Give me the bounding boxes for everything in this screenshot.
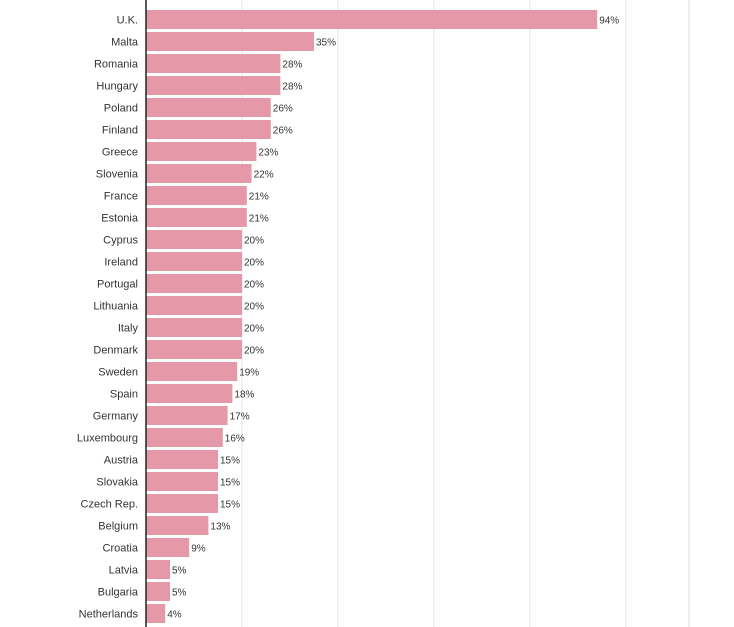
- bar-ireland: [146, 252, 242, 271]
- value-label-bulgaria: 5%: [172, 588, 187, 599]
- category-label-germany: Germany: [93, 411, 139, 423]
- bar-slovenia: [146, 164, 252, 183]
- category-label-ireland: Ireland: [104, 257, 138, 269]
- value-label-spain: 18%: [234, 390, 254, 401]
- value-label-malta: 35%: [316, 38, 336, 49]
- value-label-greece: 23%: [258, 148, 278, 159]
- category-label-slovenia: Slovenia: [96, 169, 139, 181]
- value-label-ireland: 20%: [244, 258, 264, 269]
- value-label-belgium: 13%: [210, 522, 230, 533]
- category-label-poland: Poland: [104, 103, 138, 115]
- value-label-cyprus: 20%: [244, 236, 264, 247]
- category-label-hungary: Hungary: [96, 81, 138, 93]
- category-label-estonia: Estonia: [101, 213, 139, 225]
- category-label-italy: Italy: [118, 323, 139, 335]
- category-label-luxembourg: Luxembourg: [77, 433, 138, 445]
- category-label-bulgaria: Bulgaria: [98, 587, 139, 599]
- bar-portugal: [146, 274, 242, 293]
- bar-spain: [146, 384, 233, 403]
- value-label-slovenia: 22%: [254, 170, 274, 181]
- category-labels: U.K. Malta Romania Hungary Poland Finland Gree…: [77, 15, 139, 621]
- bars: [146, 10, 598, 623]
- value-label-latvia: 5%: [172, 566, 187, 577]
- bar-luxembourg: [146, 428, 223, 447]
- category-label-u-k: U.K.: [117, 15, 138, 27]
- value-label-denmark: 20%: [244, 346, 264, 357]
- bar-netherlands: [146, 604, 166, 623]
- value-label-poland: 26%: [273, 104, 293, 115]
- category-label-greece: Greece: [102, 147, 138, 159]
- bar-denmark: [146, 340, 242, 359]
- bar-greece: [146, 142, 257, 161]
- category-label-cyprus: Cyprus: [103, 235, 138, 247]
- bar-germany: [146, 406, 228, 425]
- value-label-luxembourg: 16%: [225, 434, 245, 445]
- value-label-germany: 17%: [230, 412, 250, 423]
- category-label-belgium: Belgium: [98, 521, 138, 533]
- value-label-france: 21%: [249, 192, 269, 203]
- bar-hungary: [146, 76, 281, 95]
- value-label-croatia: 9%: [191, 544, 206, 555]
- value-label-austria: 15%: [220, 456, 240, 467]
- category-label-croatia: Croatia: [103, 543, 139, 555]
- value-labels: 94% 35% 28% 28% 26% 26% 23% 22% 21% 21% 20% 20% 20% 2…: [167, 16, 619, 621]
- bar-france: [146, 186, 247, 205]
- value-label-sweden: 19%: [239, 368, 259, 379]
- bar-italy: [146, 318, 242, 337]
- value-label-u-k: 94%: [599, 16, 619, 27]
- value-label-romania: 28%: [282, 60, 302, 71]
- value-label-hungary: 28%: [282, 82, 302, 93]
- bar-finland: [146, 120, 271, 139]
- bar-poland: [146, 98, 271, 117]
- category-label-sweden: Sweden: [98, 367, 138, 379]
- category-label-spain: Spain: [110, 389, 138, 401]
- bar-belgium: [146, 516, 209, 535]
- value-label-slovakia: 15%: [220, 478, 240, 489]
- bar-malta: [146, 32, 314, 51]
- bar-romania: [146, 54, 281, 73]
- category-label-slovakia: Slovakia: [96, 477, 138, 489]
- category-label-austria: Austria: [104, 455, 139, 467]
- category-label-lithuania: Lithuania: [93, 301, 139, 313]
- category-label-netherlands: Netherlands: [79, 609, 139, 621]
- value-label-czech-rep: 15%: [220, 500, 240, 511]
- category-label-portugal: Portugal: [97, 279, 138, 291]
- value-label-estonia: 21%: [249, 214, 269, 225]
- category-label-malta: Malta: [111, 37, 139, 49]
- category-label-france: France: [104, 191, 138, 203]
- category-label-denmark: Denmark: [93, 345, 138, 357]
- bar-slovakia: [146, 472, 218, 491]
- bar-czech-rep: [146, 494, 218, 513]
- value-label-netherlands: 4%: [167, 610, 182, 621]
- bar-u-k: [146, 10, 598, 29]
- bar-lithuania: [146, 296, 242, 315]
- bar-cyprus: [146, 230, 242, 249]
- category-label-finland: Finland: [102, 125, 138, 137]
- bar-sweden: [146, 362, 238, 381]
- value-label-italy: 20%: [244, 324, 264, 335]
- bar-latvia: [146, 560, 170, 579]
- bar-austria: [146, 450, 218, 469]
- category-label-latvia: Latvia: [109, 565, 139, 577]
- bar-croatia: [146, 538, 190, 557]
- bar-estonia: [146, 208, 247, 227]
- value-label-finland: 26%: [273, 126, 293, 137]
- value-label-portugal: 20%: [244, 280, 264, 291]
- category-label-romania: Romania: [94, 59, 139, 71]
- bar-bulgaria: [146, 582, 170, 601]
- value-label-lithuania: 20%: [244, 302, 264, 313]
- gridlines: [241, 0, 627, 627]
- category-label-czech-rep: Czech Rep.: [81, 499, 138, 511]
